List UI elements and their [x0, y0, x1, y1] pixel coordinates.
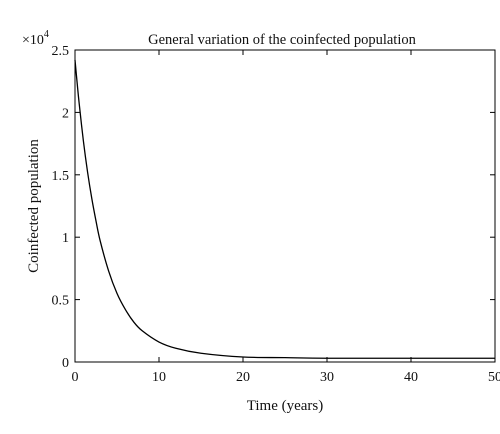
series-line	[74, 59, 495, 359]
y-tick-label: 2.5	[52, 44, 70, 59]
x-tick-label: 50	[488, 370, 500, 385]
x-tick-label: 20	[236, 370, 250, 385]
y-multiplier-label: ×104	[22, 29, 49, 48]
y-tick-label: 0	[62, 356, 69, 371]
y-axis-title: Coinfected population	[26, 139, 42, 273]
y-tick-label: 0.5	[52, 294, 70, 309]
plot-frame	[74, 49, 496, 363]
x-tick-label: 30	[320, 370, 334, 385]
y-multiplier-base: ×10	[22, 33, 44, 48]
x-tick-label: 40	[404, 370, 418, 385]
chart-title: General variation of the coinfected popu…	[148, 32, 416, 48]
y-ticks: 0 0.5 1 1.5 2 2.5	[52, 44, 495, 371]
y-tick-label: 1	[62, 231, 69, 246]
y-multiplier-exponent: 4	[44, 29, 49, 40]
x-tick-label: 10	[152, 370, 166, 385]
x-tick-label: 0	[72, 370, 79, 385]
x-axis-title: Time (years)	[247, 398, 324, 414]
y-tick-label: 2	[62, 106, 69, 121]
y-tick-label: 1.5	[52, 169, 70, 184]
